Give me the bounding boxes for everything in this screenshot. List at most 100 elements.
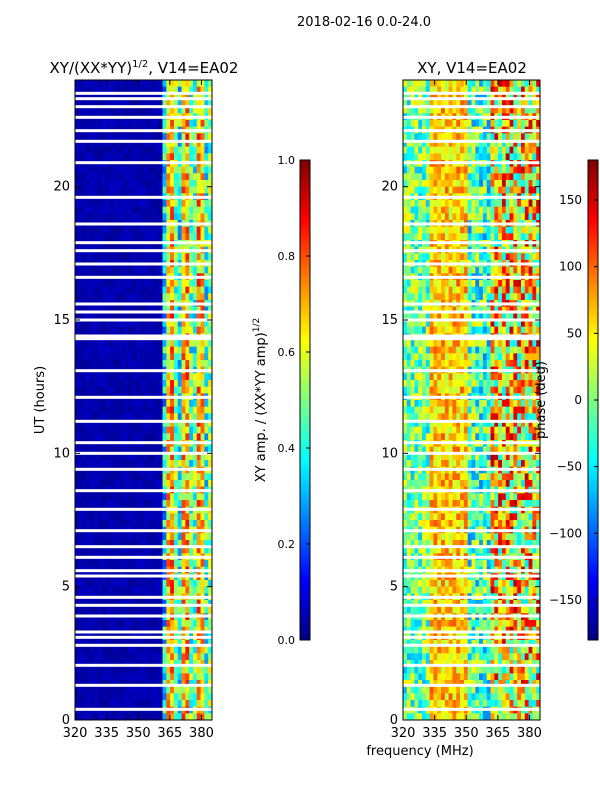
phase-cell — [475, 100, 480, 108]
amplitude-cell — [143, 380, 148, 388]
amplitude-cell — [86, 426, 91, 434]
phase-cell — [403, 313, 408, 321]
amplitude-cell — [75, 520, 80, 528]
amplitude-cell — [196, 713, 202, 720]
amplitude-cell — [154, 493, 160, 501]
amplitude-cell — [151, 106, 156, 114]
amplitude-cell — [120, 560, 126, 568]
amplitude-cell — [154, 426, 160, 434]
phase-cell — [429, 326, 435, 334]
amplitude-cell — [204, 286, 209, 294]
phase-cell — [422, 146, 427, 154]
phase-cell — [475, 326, 480, 334]
amplitude-cell — [208, 560, 212, 568]
amplitude-cell — [204, 460, 209, 468]
amplitude-cell — [162, 686, 167, 694]
amplitude-cell — [143, 453, 148, 461]
phase-cell — [410, 93, 416, 101]
amplitude-cell — [105, 200, 110, 208]
amplitude-cell — [101, 680, 107, 688]
amplitude-cell — [200, 186, 205, 194]
amplitude-cell — [113, 640, 118, 648]
amplitude-cell — [116, 460, 122, 468]
amplitude-cell — [124, 653, 129, 661]
amplitude-cell — [162, 446, 167, 454]
amplitude-cell — [208, 106, 212, 114]
amplitude-cell — [154, 253, 160, 261]
amplitude-cell — [151, 653, 156, 661]
phase-cell — [433, 180, 438, 188]
amplitude-cell — [97, 306, 103, 314]
phase-cell — [467, 213, 473, 221]
amplitude-cell — [166, 100, 171, 108]
phase-cell — [532, 306, 537, 314]
amplitude-cell — [185, 513, 190, 521]
amplitude-cell — [120, 226, 126, 234]
amplitude-cell — [94, 373, 99, 381]
amplitude-cell — [200, 293, 205, 301]
phase-cell — [490, 86, 495, 94]
phase-cell — [448, 120, 454, 128]
amplitude-cell — [120, 206, 126, 214]
amplitude-cell — [139, 420, 145, 428]
amplitude-cell — [75, 700, 80, 708]
amplitude-cell — [204, 100, 209, 108]
amplitude-cell — [132, 306, 137, 314]
amplitude-cell — [135, 420, 141, 428]
amplitude-cell — [113, 540, 118, 548]
phase-cell — [501, 186, 507, 194]
amplitude-cell — [105, 520, 110, 528]
amplitude-cell — [170, 426, 175, 434]
amplitude-cell — [143, 233, 148, 241]
amplitude-cell — [109, 213, 114, 221]
amplitude-cell — [173, 513, 179, 521]
phase-cell — [414, 313, 419, 321]
amplitude-cell — [86, 320, 91, 328]
phase-cell — [467, 313, 473, 321]
phase-cell — [475, 186, 480, 194]
amplitude-cell — [135, 540, 141, 548]
phase-cell — [498, 233, 503, 241]
amplitude-cell — [200, 460, 205, 468]
amplitude-cell — [113, 106, 118, 114]
phase-cell — [437, 93, 442, 101]
amplitude-cell — [158, 653, 164, 661]
phase-cell — [482, 120, 488, 128]
phase-cell — [429, 140, 435, 148]
amplitude-cell — [200, 360, 205, 368]
amplitude-cell — [109, 546, 114, 554]
amplitude-cell — [94, 480, 99, 488]
amplitude-cell — [120, 540, 126, 548]
phase-cell — [517, 100, 522, 108]
amplitude-cell — [105, 186, 110, 194]
amplitude-cell — [109, 646, 114, 654]
phase-cell — [414, 120, 419, 128]
amplitude-cell — [147, 286, 152, 294]
amplitude-cell — [116, 253, 122, 261]
amplitude-cell — [97, 533, 103, 541]
amplitude-cell — [208, 340, 212, 348]
amplitude-cell — [166, 560, 171, 568]
amplitude-cell — [109, 673, 114, 681]
amplitude-cell — [135, 660, 141, 668]
amplitude-cell — [135, 646, 141, 654]
amplitude-flagged-row — [75, 395, 212, 399]
amplitude-cell — [109, 346, 114, 354]
phase-cell — [475, 213, 480, 221]
amplitude-cell — [181, 680, 186, 688]
phase-cell — [444, 306, 450, 314]
phase-cell — [433, 226, 438, 234]
amplitude-cell — [200, 620, 205, 628]
amplitude-cell — [132, 493, 137, 501]
phase-cell — [486, 320, 492, 328]
amplitude-cell — [204, 360, 209, 368]
amplitude-cell — [75, 133, 80, 141]
amplitude-cell — [185, 200, 190, 208]
amplitude-cell — [185, 413, 190, 421]
phase-cell — [520, 313, 526, 321]
phase-cell — [410, 226, 416, 234]
amplitude-cell — [101, 620, 107, 628]
phase-cell — [414, 253, 419, 261]
phase-cell — [467, 306, 473, 314]
amplitude-cell — [94, 406, 99, 414]
